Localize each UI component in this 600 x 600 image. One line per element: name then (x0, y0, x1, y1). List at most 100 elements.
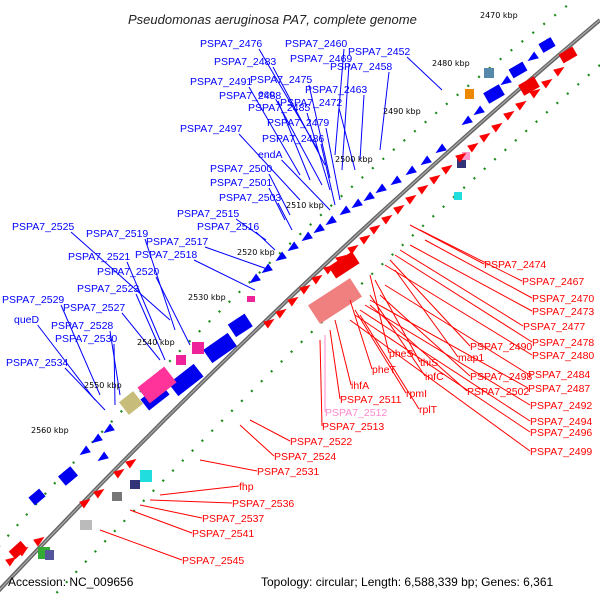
gene-label-pspa7_2498[interactable]: PSPA7_2498 (470, 371, 532, 383)
gene-label-pspa7_2458[interactable]: PSPA7_2458 (330, 61, 392, 73)
gene-label-fhp[interactable]: fhp (239, 481, 254, 493)
gene-label-pspa7_2525[interactable]: PSPA7_2525 (12, 221, 74, 233)
feature-box-khaki (118, 391, 144, 415)
gene-label-pspa7_2473[interactable]: PSPA7_2473 (532, 306, 594, 318)
gene-arrow (515, 100, 527, 111)
gene-arrow (351, 198, 363, 209)
gene-arrow (325, 215, 337, 226)
gene-label-pspa7_2503[interactable]: PSPA7_2503 (219, 192, 281, 204)
forward-arrow-glyphs (79, 38, 552, 462)
gene-label-pspa7_2460[interactable]: PSPA7_2460 (285, 38, 347, 50)
gene-label-pspa7_2470[interactable]: PSPA7_2470 (532, 293, 594, 305)
feature-block (28, 488, 46, 506)
gene-label-pspa7_2475[interactable]: PSPA7_2475 (250, 74, 312, 86)
gene-label-pspa7_2528[interactable]: PSPA7_2528 (51, 320, 113, 332)
gene-label-pspa7_2536[interactable]: PSPA7_2536 (232, 498, 294, 510)
gene-label-pspa7_2511[interactable]: PSPA7_2511 (340, 394, 402, 406)
feature-block (558, 46, 578, 64)
gene-label-pspa7_2545[interactable]: PSPA7_2545 (182, 555, 244, 567)
gene-label-eco[interactable]: eco (258, 88, 275, 100)
leader-line (281, 159, 331, 211)
gene-label-pspa7_2527[interactable]: PSPA7_2527 (63, 302, 125, 314)
gene-label-infc[interactable]: infC (425, 371, 444, 383)
gene-label-pspa7_2523[interactable]: PSPA7_2523 (77, 283, 139, 295)
gene-label-pspa7_2491[interactable]: PSPA7_2491 (190, 76, 252, 88)
gene-label-pspa7_2484[interactable]: PSPA7_2484 (528, 369, 590, 381)
gene-label-pspa7_2469[interactable]: PSPA7_2469 (290, 53, 352, 65)
leader-line (384, 264, 533, 356)
gene-label-pspa7_2524[interactable]: PSPA7_2524 (274, 451, 336, 463)
gene-label-pspa7_2463[interactable]: PSPA7_2463 (305, 84, 367, 96)
gene-label-phet[interactable]: pheT (372, 364, 397, 376)
gene-label-pspa7_2467[interactable]: PSPA7_2467 (522, 276, 584, 288)
gene-label-rplt[interactable]: rplT (419, 404, 438, 416)
gene-label-pspa7_2474[interactable]: PSPA7_2474 (484, 259, 546, 271)
gene-label-map1[interactable]: map1 (458, 352, 484, 364)
gene-arrow (527, 51, 539, 62)
gene-label-ihfa[interactable]: ihfA (351, 380, 369, 392)
gene-label-pspa7_2494[interactable]: PSPA7_2494 (530, 416, 592, 428)
gene-label-pspa7_2492[interactable]: PSPA7_2492 (530, 400, 592, 412)
gene-arrow (455, 152, 467, 163)
gene-label-pspa7_2472[interactable]: PSPA7_2472 (280, 97, 342, 109)
gene-label-pspa7_2486[interactable]: PSPA7_2486 (262, 133, 324, 145)
leader-line (277, 202, 293, 231)
feature-box-grey (80, 520, 92, 530)
gene-label-pspa7_2537[interactable]: PSPA7_2537 (202, 513, 264, 525)
gene-label-pspa7_2519[interactable]: PSPA7_2519 (86, 228, 148, 240)
gene-label-pspa7_2480[interactable]: PSPA7_2480 (532, 350, 594, 362)
gene-label-pspa7_2499[interactable]: PSPA7_2499 (530, 446, 592, 458)
gene-label-pspa7_2483[interactable]: PSPA7_2483 (214, 56, 276, 68)
gene-label-pspa7_2502[interactable]: PSPA7_2502 (467, 386, 529, 398)
gene-label-pspa7_2485[interactable]: PSPA7_2485 (248, 102, 310, 114)
gene-label-pspa7_2518[interactable]: PSPA7_2518 (135, 249, 197, 261)
gene-label-pspa7_2477[interactable]: PSPA7_2477 (523, 321, 585, 333)
gene-arrow (33, 536, 45, 547)
gene-label-pspa7_2531[interactable]: PSPA7_2531 (257, 466, 319, 478)
gene-label-pspa7_2496[interactable]: PSPA7_2496 (530, 427, 592, 439)
gene-label-this[interactable]: thiS (420, 357, 438, 369)
leader-line (359, 314, 420, 410)
gene-label-rpmi[interactable]: rpmI (406, 388, 427, 400)
gene-label-pspa7_2516[interactable]: PSPA7_2516 (197, 221, 259, 233)
gene-label-pspa7_2521[interactable]: PSPA7_2521 (68, 251, 130, 263)
gene-label-pspa7_2479[interactable]: PSPA7_2479 (267, 117, 329, 129)
gene-label-pspa7_2452[interactable]: PSPA7_2452 (348, 46, 410, 58)
feature-block (227, 313, 253, 338)
gene-arrow (125, 458, 137, 469)
gene-label-pspa7_2476[interactable]: PSPA7_2476 (200, 38, 262, 50)
gene-arrow (369, 224, 381, 235)
leader-line (320, 143, 336, 206)
gene-arrow (487, 91, 499, 102)
gene-label-pspa7_2488[interactable]: PSPA7_2488 (219, 90, 281, 102)
accession-text: Accession: NC_009656 (8, 575, 134, 589)
gene-label-pspa7_2529[interactable]: PSPA7_2529 (2, 294, 64, 306)
leader-line (308, 84, 331, 179)
leader-line (334, 48, 345, 156)
gene-label-pspa7_2520[interactable]: PSPA7_2520 (97, 266, 159, 278)
leader-line (349, 319, 531, 452)
leader-line (193, 259, 256, 291)
gene-label-pspa7_2517[interactable]: PSPA7_2517 (146, 236, 208, 248)
gene-label-pspa7_2501[interactable]: PSPA7_2501 (210, 177, 272, 189)
gene-label-pspa7_2497[interactable]: PSPA7_2497 (180, 123, 242, 135)
gene-label-pspa7_2512[interactable]: PSPA7_2512 (325, 407, 387, 419)
gene-arrow (275, 308, 287, 319)
gene-arrow (97, 451, 109, 462)
gene-label-pspa7_2515[interactable]: PSPA7_2515 (177, 208, 239, 220)
gene-label-pspa7_2478[interactable]: PSPA7_2478 (532, 337, 594, 349)
gene-label-pspa7_2522[interactable]: PSPA7_2522 (290, 436, 352, 448)
gene-label-qued[interactable]: queD (14, 314, 40, 326)
gene-label-enda[interactable]: endA (258, 149, 283, 161)
gene-label-pspa7_2530[interactable]: PSPA7_2530 (55, 333, 117, 345)
gene-label-pspa7_2500[interactable]: PSPA7_2500 (210, 163, 272, 175)
gene-arrow (503, 110, 515, 121)
gene-label-pspa7_2513[interactable]: PSPA7_2513 (322, 421, 384, 433)
gene-label-pspa7_2534[interactable]: PSPA7_2534 (6, 357, 68, 369)
leader-line (126, 261, 161, 341)
gene-label-pspa7_2490[interactable]: PSPA7_2490 (470, 341, 532, 353)
gene-label-phes[interactable]: pheS (389, 348, 414, 360)
gene-label-pspa7_2487[interactable]: PSPA7_2487 (528, 383, 590, 395)
gene-label-pspa7_2541[interactable]: PSPA7_2541 (192, 528, 254, 540)
